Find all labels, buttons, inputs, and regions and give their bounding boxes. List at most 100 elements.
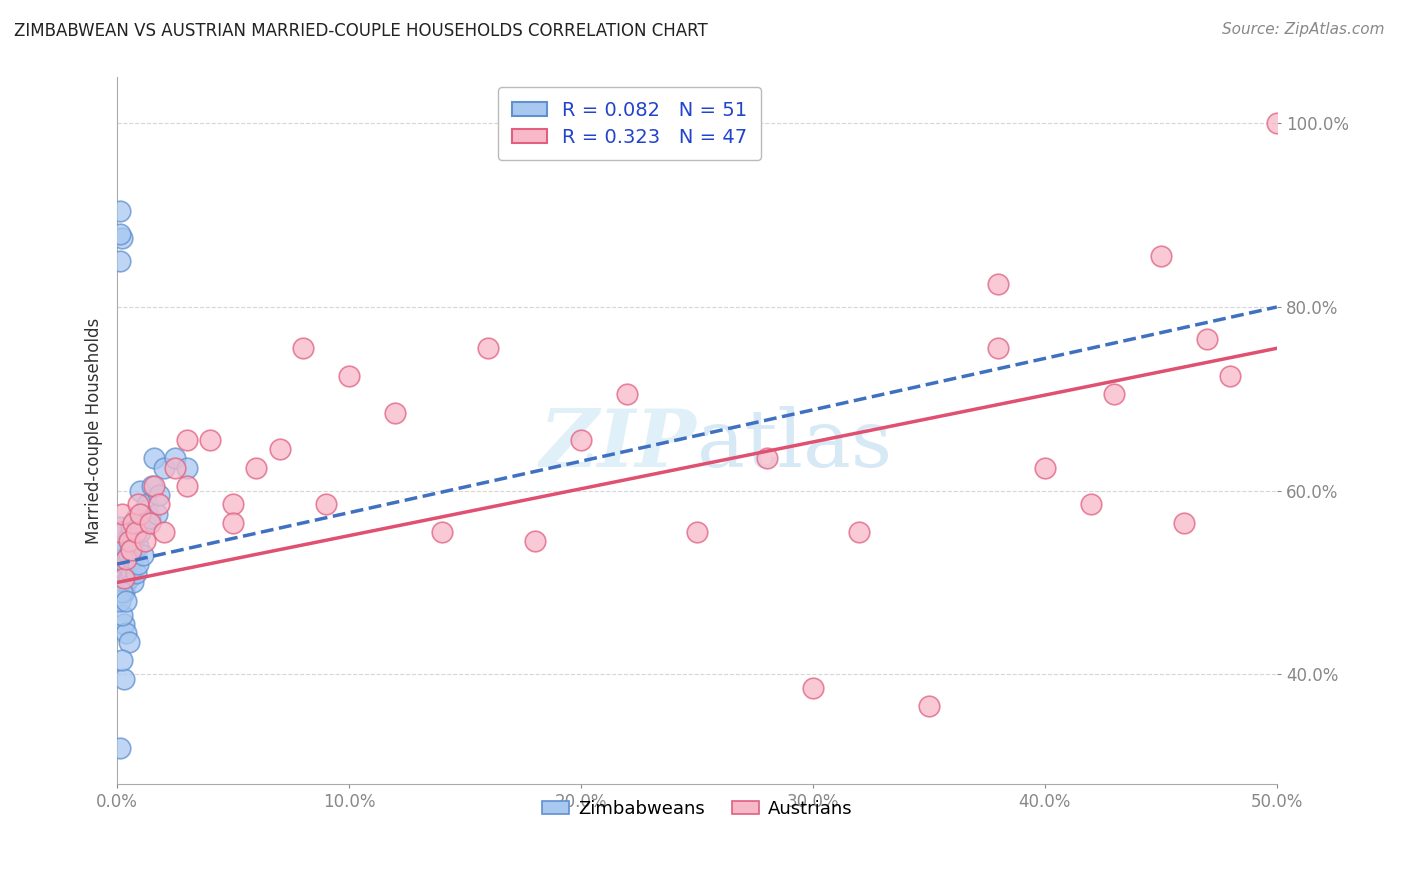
Point bbox=[108, 543, 131, 558]
Text: ZIMBABWEAN VS AUSTRIAN MARRIED-COUPLE HOUSEHOLDS CORRELATION CHART: ZIMBABWEAN VS AUSTRIAN MARRIED-COUPLE HO… bbox=[14, 22, 707, 40]
Point bbox=[337, 368, 360, 383]
Point bbox=[176, 460, 198, 475]
Point bbox=[122, 516, 145, 530]
Point bbox=[136, 497, 159, 511]
Point bbox=[120, 543, 142, 558]
Point bbox=[616, 387, 638, 401]
Point bbox=[112, 672, 135, 686]
Point bbox=[131, 548, 153, 562]
Point bbox=[115, 626, 138, 640]
Point bbox=[120, 520, 142, 534]
Point bbox=[118, 534, 141, 549]
Point bbox=[115, 575, 138, 590]
Point bbox=[122, 534, 145, 549]
Point bbox=[129, 483, 152, 498]
Point bbox=[848, 524, 870, 539]
Point bbox=[108, 227, 131, 241]
Point bbox=[134, 534, 156, 549]
Point bbox=[111, 524, 134, 539]
Point bbox=[152, 524, 174, 539]
Point bbox=[569, 433, 592, 447]
Point bbox=[120, 566, 142, 581]
Point bbox=[108, 203, 131, 218]
Point bbox=[108, 254, 131, 268]
Point bbox=[122, 575, 145, 590]
Point bbox=[108, 534, 131, 549]
Point bbox=[111, 507, 134, 521]
Point bbox=[165, 451, 187, 466]
Point bbox=[148, 488, 170, 502]
Point bbox=[118, 571, 141, 585]
Point bbox=[141, 479, 163, 493]
Y-axis label: Married-couple Households: Married-couple Households bbox=[86, 318, 103, 544]
Point bbox=[127, 557, 149, 571]
Point bbox=[477, 341, 499, 355]
Point bbox=[165, 460, 187, 475]
Point bbox=[801, 681, 824, 695]
Point bbox=[111, 584, 134, 599]
Point bbox=[112, 616, 135, 631]
Point bbox=[987, 277, 1010, 291]
Point bbox=[108, 594, 131, 608]
Point bbox=[138, 511, 160, 525]
Point bbox=[1173, 516, 1195, 530]
Point bbox=[198, 433, 221, 447]
Point bbox=[112, 539, 135, 553]
Point bbox=[111, 552, 134, 566]
Point bbox=[176, 433, 198, 447]
Point bbox=[1150, 250, 1173, 264]
Point bbox=[111, 566, 134, 581]
Point bbox=[755, 451, 778, 466]
Point bbox=[176, 479, 198, 493]
Point bbox=[112, 584, 135, 599]
Point bbox=[108, 524, 131, 539]
Point bbox=[987, 341, 1010, 355]
Point bbox=[1080, 497, 1102, 511]
Point bbox=[918, 699, 941, 714]
Point bbox=[1219, 368, 1241, 383]
Point bbox=[222, 516, 245, 530]
Point bbox=[125, 524, 148, 539]
Point bbox=[143, 479, 166, 493]
Point bbox=[115, 594, 138, 608]
Point bbox=[686, 524, 709, 539]
Point bbox=[384, 406, 406, 420]
Point bbox=[1197, 332, 1219, 346]
Point bbox=[127, 539, 149, 553]
Point bbox=[125, 566, 148, 581]
Point bbox=[143, 451, 166, 466]
Point bbox=[134, 516, 156, 530]
Text: Source: ZipAtlas.com: Source: ZipAtlas.com bbox=[1222, 22, 1385, 37]
Point bbox=[1265, 116, 1288, 130]
Point bbox=[315, 497, 337, 511]
Point bbox=[523, 534, 546, 549]
Point bbox=[108, 520, 131, 534]
Point bbox=[127, 497, 149, 511]
Point bbox=[111, 231, 134, 245]
Point bbox=[222, 497, 245, 511]
Point bbox=[138, 516, 160, 530]
Point bbox=[122, 552, 145, 566]
Point bbox=[112, 571, 135, 585]
Point bbox=[152, 460, 174, 475]
Point bbox=[129, 507, 152, 521]
Point bbox=[245, 460, 267, 475]
Legend: Zimbabweans, Austrians: Zimbabweans, Austrians bbox=[534, 792, 859, 825]
Point bbox=[115, 552, 138, 566]
Point bbox=[118, 529, 141, 543]
Point bbox=[111, 607, 134, 622]
Point bbox=[120, 543, 142, 558]
Point bbox=[111, 653, 134, 667]
Point bbox=[118, 548, 141, 562]
Point bbox=[112, 562, 135, 576]
Point bbox=[291, 341, 314, 355]
Point bbox=[430, 524, 453, 539]
Point bbox=[115, 557, 138, 571]
Text: ZIP: ZIP bbox=[540, 407, 697, 483]
Point bbox=[269, 442, 291, 457]
Text: atlas: atlas bbox=[697, 406, 893, 484]
Point bbox=[118, 635, 141, 649]
Point bbox=[145, 507, 167, 521]
Point bbox=[125, 511, 148, 525]
Point bbox=[148, 497, 170, 511]
